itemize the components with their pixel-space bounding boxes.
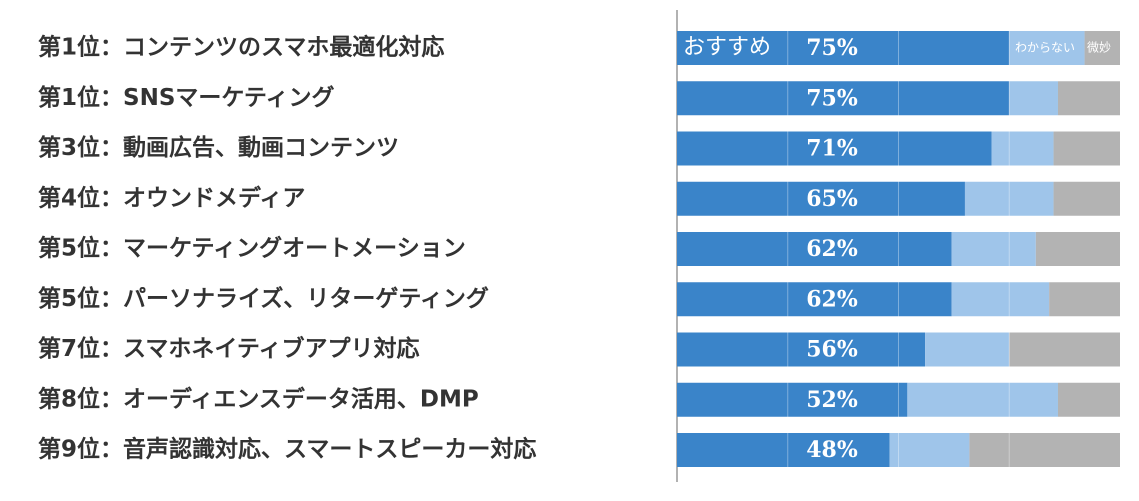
bar-segment [677, 31, 1010, 65]
value-label: 56% [806, 337, 858, 363]
bar-segment [1009, 31, 1085, 65]
value-label: 65% [806, 186, 858, 212]
bar-segment [677, 131, 992, 166]
bar-segment [677, 232, 952, 266]
category-label: 第5位：パーソナライズ、リターゲティング [38, 285, 489, 312]
category-label: 第7位：スマホネイティブアプリ対応 [38, 335, 419, 362]
category-label: 第9位：音声認識対応、スマートスピーカー対応 [38, 436, 536, 463]
category-label: 第1位：SNSマーケティング [38, 84, 335, 111]
bar-segment [677, 181, 965, 216]
category-label: 第8位：オーディエンスデータ活用、DMP [38, 385, 479, 412]
category-label: 第5位：マーケティングオートメーション [38, 235, 466, 262]
bar-segment [964, 181, 1054, 216]
category-label: 第4位：オウンドメディア [38, 184, 305, 211]
value-label: 48% [806, 437, 858, 463]
bar-segment [991, 131, 1054, 166]
value-label: 62% [806, 286, 858, 312]
bar-segment [677, 332, 926, 367]
bar-segment [925, 332, 1010, 367]
legend-label: わからない [1015, 41, 1075, 55]
category-label: 第3位：動画広告、動画コンテンツ [38, 134, 399, 161]
value-label: 62% [806, 236, 858, 262]
value-label: 75% [806, 35, 858, 61]
bar-segment [951, 232, 1036, 266]
bar-segment [677, 81, 1010, 116]
bar-segment [1057, 81, 1120, 116]
bar-segment [889, 433, 970, 467]
bar-segment [1035, 232, 1120, 266]
legend-label: 微妙 [1087, 41, 1111, 55]
bar-segment [677, 382, 908, 417]
bar-segment [1053, 181, 1120, 216]
bar-segment [677, 282, 952, 317]
value-label: 52% [806, 387, 858, 413]
bar-segment [969, 433, 1120, 467]
bar-segment [1053, 131, 1120, 166]
bar-segment [1057, 382, 1120, 417]
bar-segment [1009, 332, 1120, 367]
value-label: 71% [806, 136, 858, 162]
bar-segment [677, 433, 890, 467]
bar-segment [951, 282, 1050, 317]
bar-segment [907, 382, 1058, 417]
value-label: 75% [806, 85, 858, 111]
bar-segment [1084, 31, 1120, 65]
legend-label: おすすめ [683, 35, 771, 60]
category-label: 第1位：コンテンツのスマホ最適化対応 [38, 34, 444, 61]
bar-segment [1009, 81, 1058, 116]
bar-segment [1049, 282, 1120, 317]
